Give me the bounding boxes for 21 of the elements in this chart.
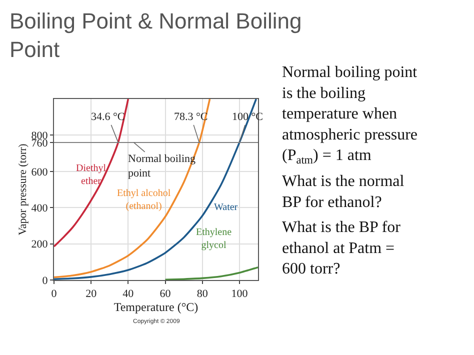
x-tick-label: 40 [122,288,134,300]
y-tick-label: 600 [31,166,48,178]
line-series [164,266,258,280]
x-tick-label: 80 [196,288,208,300]
text: Ethylene glycol [196,227,232,251]
series-label: Diethyl ether [76,163,106,187]
y-axis-title: Vapor pressure (torr) [16,143,29,236]
chart-title: Boiling Point & Normal Boiling Point [9,8,302,62]
text: What is the BP for ethanol at Patm = 600 torr? [282,219,402,278]
series-label: Ethyl alcohol (ethanol) [117,188,171,212]
x-tick-label: 0 [51,288,58,300]
x-axis-title: Temperature (°C) [114,300,198,314]
text: What is the normal BP for ethanol? [282,173,405,211]
text: Normal boiling point is the boiling temperature when atmospheric pressure (P$_{atm}$) = 1 atm [282,64,418,167]
series-label: Water [214,202,238,213]
y-tick-label: 0 [42,274,48,287]
y-tick-label: 200 [31,238,48,251]
x-tick-label: 20 [86,288,98,300]
x-tick-label: 60 [160,288,172,300]
y-tick-label: 400 [31,202,48,214]
x-tick-label: 100 [231,288,248,300]
